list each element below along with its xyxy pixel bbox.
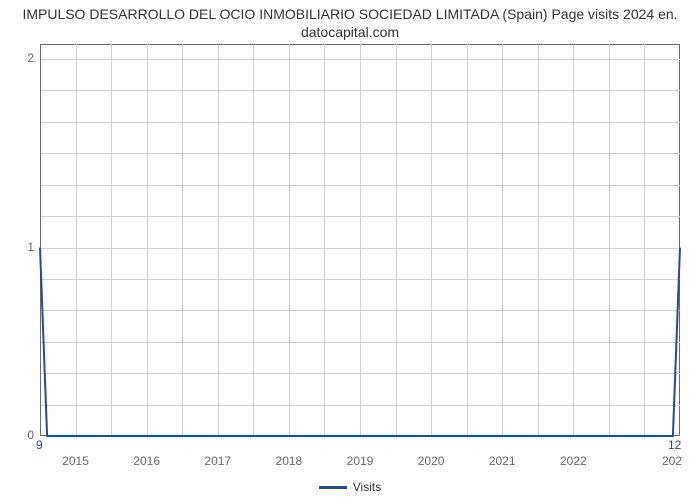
x-tick-label: 2018 [264,454,314,468]
x-tick-label-trailing: 202 [662,454,692,468]
y-tick-label: 2 [10,51,34,65]
x-tick-label: 2015 [51,454,101,468]
series-line [40,44,680,436]
x-tick-label: 2022 [548,454,598,468]
chart-container: IMPULSO DESARROLLO DEL OCIO INMOBILIARIO… [0,0,700,500]
chart-title: IMPULSO DESARROLLO DEL OCIO INMOBILIARIO… [0,0,700,41]
legend-label: Visits [353,480,381,494]
x-tick-label: 2016 [122,454,172,468]
x-tick-label: 2020 [406,454,456,468]
x-tick-label: 2017 [193,454,243,468]
x-tick-label: 2021 [477,454,527,468]
series-end-label: 12 [668,438,681,452]
x-tick-label: 2019 [335,454,385,468]
y-tick-label: 1 [10,240,34,254]
legend-swatch [319,486,347,489]
y-tick-label: 0 [10,428,34,442]
legend: Visits [0,480,700,494]
series-start-label: 9 [36,438,43,452]
plot-area: 0122015201620172018201920202021202220291… [40,44,680,436]
